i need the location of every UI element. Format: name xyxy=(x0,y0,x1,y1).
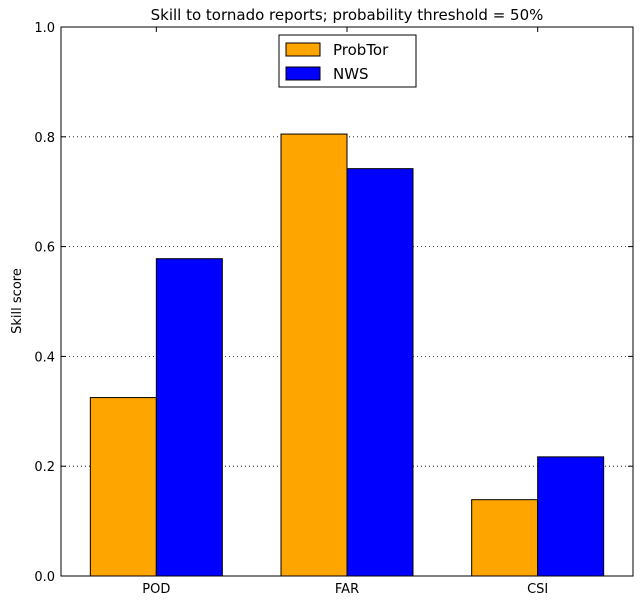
y-tick-label: 0.8 xyxy=(34,131,55,146)
bars xyxy=(89,133,605,577)
legend: ProbTor NWS xyxy=(278,34,417,88)
y-axis-label: Skill score xyxy=(10,268,25,334)
y-axis: 0.0 0.2 0.4 0.6 0.8 1.0 xyxy=(34,21,633,585)
legend-label-nws: NWS xyxy=(333,65,369,83)
y-tick-label: 0.0 xyxy=(34,570,55,585)
x-axis: POD FAR CSI xyxy=(142,27,548,597)
y-tick-label: 0.6 xyxy=(34,241,55,256)
legend-label-probtor: ProbTor xyxy=(333,41,389,59)
x-tick-label: POD xyxy=(142,582,170,597)
bar-nws-csi xyxy=(537,456,605,577)
bar-nws-pod xyxy=(155,258,223,577)
y-tick-label: 0.4 xyxy=(34,350,55,365)
bar-probtor-far xyxy=(280,133,348,577)
y-tick-label: 1.0 xyxy=(34,21,55,36)
legend-swatch-nws xyxy=(285,66,321,81)
bar-probtor-csi xyxy=(471,499,539,577)
chart-title: Skill to tornado reports; probability th… xyxy=(151,6,544,24)
legend-swatch-probtor xyxy=(285,42,321,57)
x-tick-label: CSI xyxy=(527,582,548,597)
x-tick-label: FAR xyxy=(335,582,359,597)
y-tick-label: 0.2 xyxy=(34,460,55,475)
bar-nws-far xyxy=(346,168,414,577)
bar-probtor-pod xyxy=(89,397,157,577)
